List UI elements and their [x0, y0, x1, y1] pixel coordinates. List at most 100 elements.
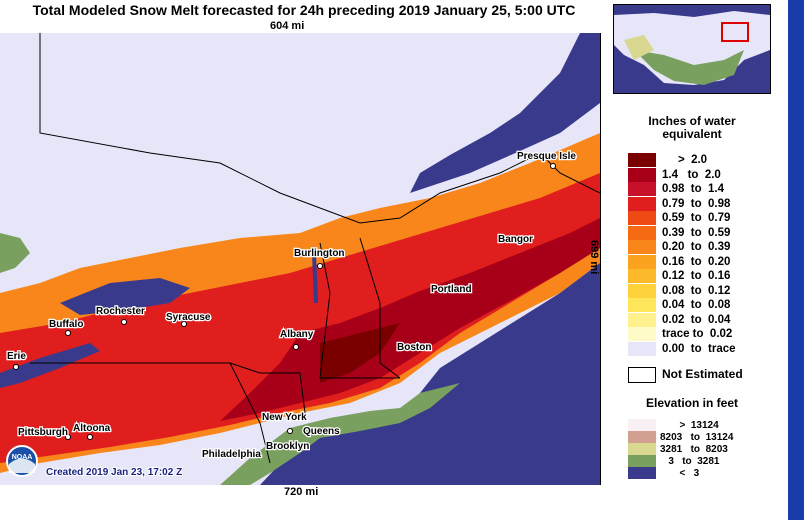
coastal-lowland: [220, 383, 460, 485]
legend-swatch: [628, 153, 656, 167]
not-estimated-swatch: [628, 367, 656, 383]
city-rochester[interactable]: Rochester: [95, 305, 146, 325]
us-canada-border: [39, 33, 600, 224]
elevation-row: < 3: [628, 467, 699, 479]
legend-row: 0.16 to 0.20: [628, 254, 731, 269]
snow-melt-map[interactable]: Presque Isle Bangor Burlington Portland …: [0, 33, 601, 485]
inset-highlight-box: [721, 22, 749, 42]
legend-row: 0.04 to 0.08: [628, 298, 730, 312]
legend-row: 0.12 to 0.16: [628, 269, 730, 283]
noaa-logo: NOAA: [6, 445, 38, 477]
lake-ontario: [60, 278, 190, 315]
legend-label: 0.20 to 0.39: [662, 241, 731, 253]
legend-label: 1.4 to 2.0: [662, 168, 721, 181]
overview-inset-map[interactable]: [613, 4, 771, 94]
legend-swatch: [628, 182, 656, 196]
legend-title-line1: Inches of water: [648, 114, 736, 128]
city-albany[interactable]: Albany: [279, 328, 315, 350]
created-timestamp: Created 2019 Jan 23, 17:02 Z: [46, 467, 182, 478]
city-buffalo[interactable]: Buffalo: [48, 318, 85, 336]
legend-row: 0.98 to 1.4: [628, 182, 724, 196]
legend-swatch: [628, 254, 656, 269]
legend-swatch: [628, 167, 656, 182]
elevation-label: 3281 to 8203: [660, 443, 728, 455]
melt-band-mid: [0, 173, 600, 463]
legend-swatch: [628, 269, 656, 283]
legend-label: > 2.0: [662, 154, 708, 166]
svg-text:Portland: Portland: [431, 284, 472, 295]
svg-text:New York: New York: [262, 412, 307, 423]
city-altoona[interactable]: Altoona: [72, 422, 112, 440]
distance-bottom-label: 720 mi: [284, 486, 319, 498]
legend-row: 0.08 to 0.12: [628, 283, 731, 298]
city-bangor[interactable]: Bangor: [497, 233, 535, 247]
svg-text:Presque Isle: Presque Isle: [517, 151, 576, 162]
elevation-label: > 13124: [660, 419, 719, 431]
elevation-row: > 13124: [628, 419, 719, 431]
svg-text:Syracuse: Syracuse: [166, 312, 211, 323]
legend-swatch: [628, 240, 656, 254]
city-brooklyn[interactable]: Brooklyn: [265, 440, 311, 454]
svg-text:Erie: Erie: [7, 351, 26, 362]
city-boston[interactable]: Boston: [396, 341, 433, 355]
svg-text:Brooklyn: Brooklyn: [266, 441, 309, 452]
elevation-row: 8203 to 13124: [628, 431, 733, 443]
legend-swatch: [628, 211, 656, 225]
svg-text:Buffalo: Buffalo: [49, 319, 83, 330]
legend-label: 0.59 to 0.79: [662, 212, 731, 224]
elevation-label: < 3: [660, 467, 700, 479]
state-borders: [30, 237, 401, 464]
city-portland[interactable]: Portland: [430, 283, 473, 297]
legend-row: 0.79 to 0.98: [628, 196, 731, 211]
legend-swatch: [628, 196, 656, 211]
city-syracuse[interactable]: Syracuse: [165, 311, 212, 327]
legend-row: 0.00 to trace: [628, 341, 736, 356]
legend-swatch: [628, 283, 656, 298]
svg-text:Albany: Albany: [280, 329, 314, 340]
city-new-york[interactable]: New York: [261, 411, 309, 425]
elevation-title: Elevation in feet: [645, 396, 739, 410]
city-pittsburgh[interactable]: Pittsburgh: [17, 426, 71, 440]
svg-text:Bangor: Bangor: [498, 234, 533, 245]
legend-row: trace to 0.02: [628, 327, 732, 341]
legend-swatch: [628, 327, 656, 341]
svg-text:Altoona: Altoona: [73, 423, 111, 434]
city-queens[interactable]: Queens: [287, 425, 341, 438]
page-right-edge: [788, 0, 804, 520]
elevation-row: 3 to 3281: [628, 455, 719, 467]
legend-row: > 2.0: [628, 153, 707, 167]
western-lowland: [0, 233, 30, 273]
elevation-swatch: [628, 467, 656, 479]
melt-band-dark: [220, 218, 600, 421]
elevation-swatch: [628, 419, 656, 431]
elevation-swatch: [628, 443, 656, 455]
svg-text:Boston: Boston: [397, 342, 431, 353]
city-philadelphia[interactable]: Philadelphia: [201, 448, 263, 462]
distance-right-label: 699 mi: [588, 240, 600, 275]
svg-text:Rochester: Rochester: [96, 306, 145, 317]
elevation-swatch: [628, 431, 656, 443]
legend-label: 0.98 to 1.4: [662, 183, 725, 195]
svg-text:Philadelphia: Philadelphia: [202, 449, 261, 460]
map-title: Total Modeled Snow Melt forecasted for 2…: [32, 2, 576, 18]
svg-text:Burlington: Burlington: [294, 248, 345, 259]
lake-champlain: [312, 253, 318, 303]
city-erie[interactable]: Erie: [6, 350, 28, 370]
legend-label: 0.39 to 0.59: [662, 226, 731, 239]
legend-row: 0.39 to 0.59: [628, 225, 731, 240]
city-burlington[interactable]: Burlington: [293, 247, 346, 269]
elevation-label: 8203 to 13124: [660, 431, 734, 443]
city-presque-isle[interactable]: Presque Isle: [516, 150, 578, 169]
legend-title-line2: equivalent: [662, 127, 722, 141]
legend-row: 0.59 to 0.79: [628, 211, 730, 225]
legend-label: 0.02 to 0.04: [662, 313, 731, 326]
legend-swatch: [628, 225, 656, 240]
svg-text:NOAA: NOAA: [12, 454, 33, 461]
legend-label: 0.16 to 0.20: [662, 255, 731, 268]
svg-text:Pittsburgh: Pittsburgh: [18, 427, 68, 438]
legend-label: 0.08 to 0.12: [662, 284, 731, 297]
legend-label: 0.79 to 0.98: [662, 197, 731, 210]
legend-row: 0.20 to 0.39: [628, 240, 730, 254]
svg-text:Queens: Queens: [303, 426, 340, 437]
st-lawrence-river: [410, 33, 600, 193]
